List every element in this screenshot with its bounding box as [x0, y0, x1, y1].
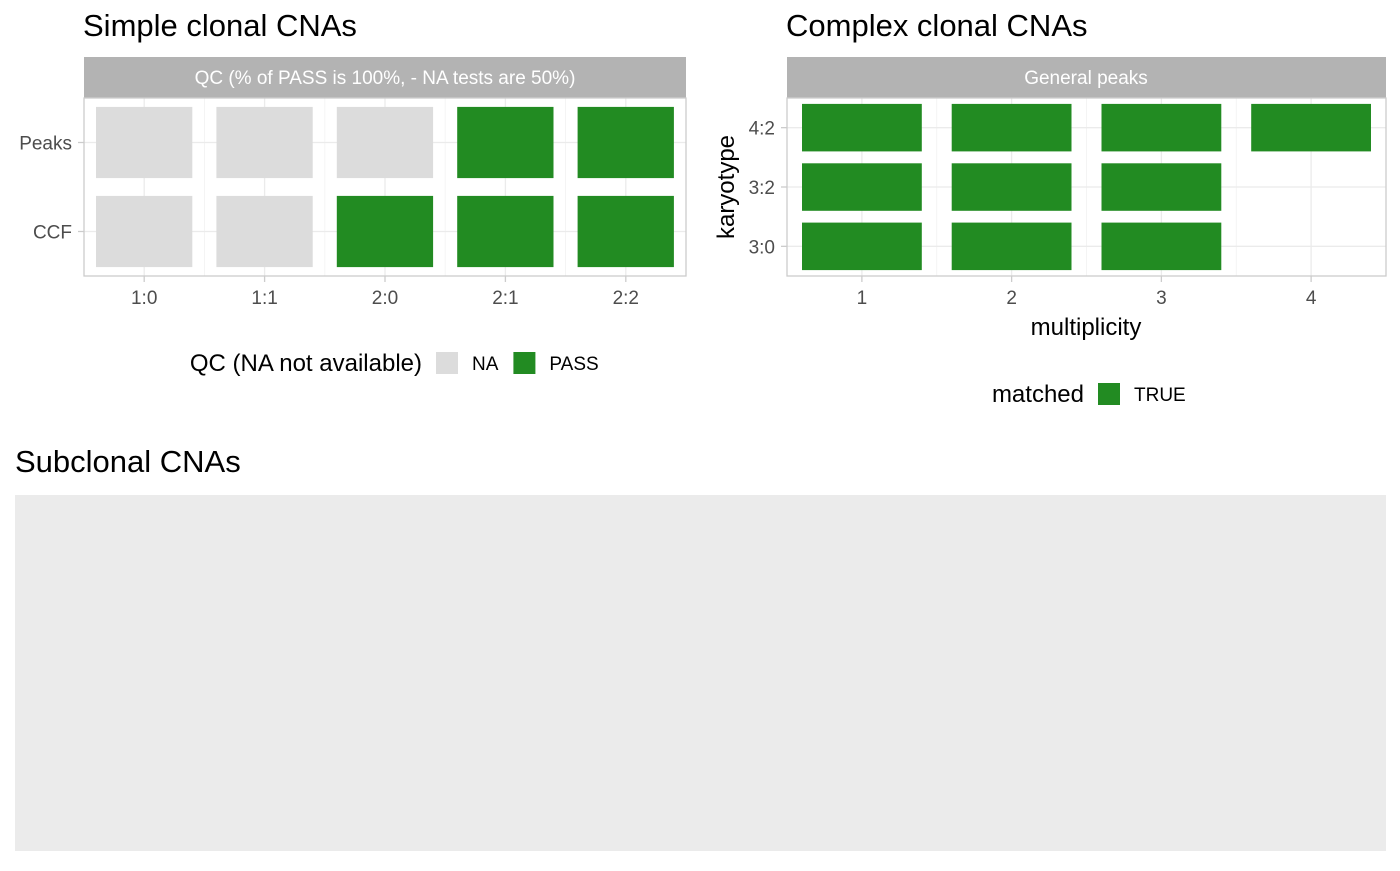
- simple-clonal-panel: Simple clonal CNAs QC (% of PASS is 100%…: [19, 8, 687, 377]
- heatmap-tile-CCF-2-2: [577, 195, 674, 268]
- complex-clonal-panel: Complex clonal CNAs General peaks 1 2 3 4 4…: [713, 8, 1387, 408]
- heatmap-tile-4-2-2: [951, 103, 1072, 152]
- heatmap-tile-4-2-1: [802, 103, 922, 152]
- simple-y-axis-ticks: Peaks CCF: [19, 134, 84, 244]
- legend-label: NA: [472, 354, 499, 375]
- y-tick-label: 4:2: [749, 119, 775, 140]
- subclonal-panel: Subclonal CNAs: [15, 444, 1386, 851]
- heatmap-tile-3-2-2: [951, 163, 1072, 211]
- heatmap-tile-CCF-2-0: [336, 195, 434, 268]
- complex-facet-strip: [787, 57, 1386, 98]
- complex-heatmap-cells: [802, 103, 1371, 271]
- simple-clonal-title: Simple clonal CNAs: [83, 8, 357, 43]
- subclonal-empty-panel: [15, 495, 1386, 851]
- heatmap-tile-4-2-3: [1101, 103, 1222, 152]
- legend-title: QC (NA not available): [190, 350, 422, 377]
- x-tick-label: 2:1: [492, 288, 518, 309]
- heatmap-tile-3-0-2: [951, 222, 1072, 271]
- heatmap-tile-Peaks-1-0: [96, 106, 193, 179]
- legend-key-pass: [513, 352, 536, 374]
- heatmap-tile-Peaks-2-1: [457, 106, 554, 179]
- heatmap-tile-CCF-1-0: [96, 195, 193, 268]
- heatmap-tile-CCF-1-1: [216, 195, 313, 268]
- simple-facet-strip: [84, 57, 686, 98]
- legend-label: TRUE: [1134, 385, 1186, 406]
- x-tick-label: 3: [1156, 288, 1167, 309]
- heatmap-tile-CCF-2-1: [457, 195, 554, 268]
- heatmap-tile-Peaks-1-1: [216, 106, 313, 179]
- x-tick-label: 1:0: [131, 288, 157, 309]
- y-tick-label: 3:0: [749, 237, 775, 258]
- x-tick-label: 2:0: [372, 288, 398, 309]
- y-tick-label: CCF: [33, 223, 72, 244]
- x-tick-label: 1:1: [251, 288, 277, 309]
- complex-facet-label: General peaks: [1024, 68, 1148, 89]
- y-tick-label: Peaks: [19, 134, 72, 155]
- x-tick-label: 2:2: [613, 288, 639, 309]
- subclonal-title: Subclonal CNAs: [15, 444, 241, 479]
- simple-legend: QC (NA not available) NA PASS: [190, 350, 599, 377]
- complex-y-axis-ticks: 4:2 3:2 3:0: [749, 119, 787, 258]
- x-tick-label: 2: [1006, 288, 1017, 309]
- complex-legend: matched TRUE: [992, 381, 1186, 408]
- legend-title: matched: [992, 381, 1084, 408]
- simple-facet-label: QC (% of PASS is 100%, - NA tests are 50…: [195, 68, 576, 89]
- heatmap-tile-4-2-4: [1251, 103, 1371, 152]
- complex-x-axis-title: multiplicity: [1031, 314, 1142, 341]
- legend-label: PASS: [549, 354, 598, 375]
- heatmap-tile-3-2-3: [1101, 163, 1222, 211]
- complex-clonal-title: Complex clonal CNAs: [786, 8, 1088, 43]
- complex-y-axis-title: karyotype: [713, 135, 740, 239]
- heatmap-tile-3-2-1: [802, 163, 922, 211]
- x-tick-label: 4: [1306, 288, 1317, 309]
- heatmap-tile-Peaks-2-0: [336, 106, 434, 179]
- complex-x-axis-ticks: 1 2 3 4: [857, 276, 1317, 309]
- y-tick-label: 3:2: [749, 178, 775, 199]
- simple-heatmap-cells: [96, 106, 674, 268]
- legend-key-true: [1098, 383, 1120, 405]
- simple-x-axis-ticks: 1:0 1:1 2:0 2:1 2:2: [131, 276, 639, 309]
- heatmap-tile-Peaks-2-2: [577, 106, 674, 179]
- legend-key-na: [436, 352, 458, 374]
- x-tick-label: 1: [857, 288, 868, 309]
- heatmap-tile-3-0-1: [802, 222, 922, 271]
- heatmap-tile-3-0-3: [1101, 222, 1222, 271]
